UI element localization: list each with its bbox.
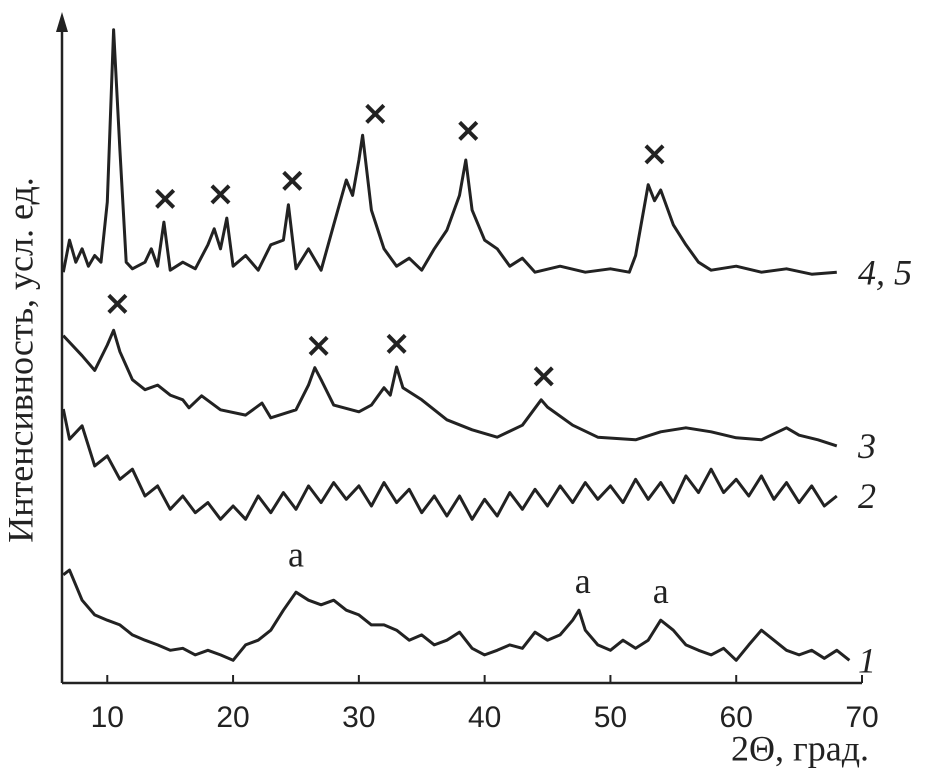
curve-label: 3: [857, 426, 876, 466]
x-axis-label: 2Θ, град.: [731, 728, 869, 768]
x-tick-label: 30: [342, 701, 375, 734]
y-axis-arrow: [56, 12, 68, 32]
annotation: ×: [530, 356, 559, 396]
x-tick-label: 60: [720, 701, 753, 734]
annotation: ×: [640, 134, 669, 174]
annotation: ×: [361, 94, 390, 134]
annotation: a: [653, 571, 669, 611]
curve-label: 2: [858, 476, 876, 516]
curve-label: 4, 5: [858, 252, 912, 292]
x-tick-label: 50: [594, 701, 627, 734]
curve: [62, 328, 838, 448]
x-tick-label: 70: [845, 701, 878, 734]
annotation: ×: [454, 110, 483, 150]
annotation: a: [288, 534, 304, 574]
annotation: ×: [382, 323, 411, 363]
annotation: a: [575, 561, 591, 601]
curve: [61, 28, 837, 276]
curve-label: 1: [858, 641, 876, 681]
x-tick-label: 20: [216, 701, 249, 734]
y-axis-label: Интенсивность, усл. ед.: [0, 177, 40, 543]
x-tick-label: 10: [91, 701, 124, 734]
annotation: ×: [151, 179, 180, 219]
x-tick-label: 40: [468, 701, 501, 734]
annotation: ×: [103, 283, 132, 323]
annotation: ×: [206, 174, 235, 214]
annotation: ×: [278, 161, 307, 201]
annotation: ×: [304, 325, 333, 365]
curve: [61, 408, 838, 521]
curve: [62, 568, 851, 662]
